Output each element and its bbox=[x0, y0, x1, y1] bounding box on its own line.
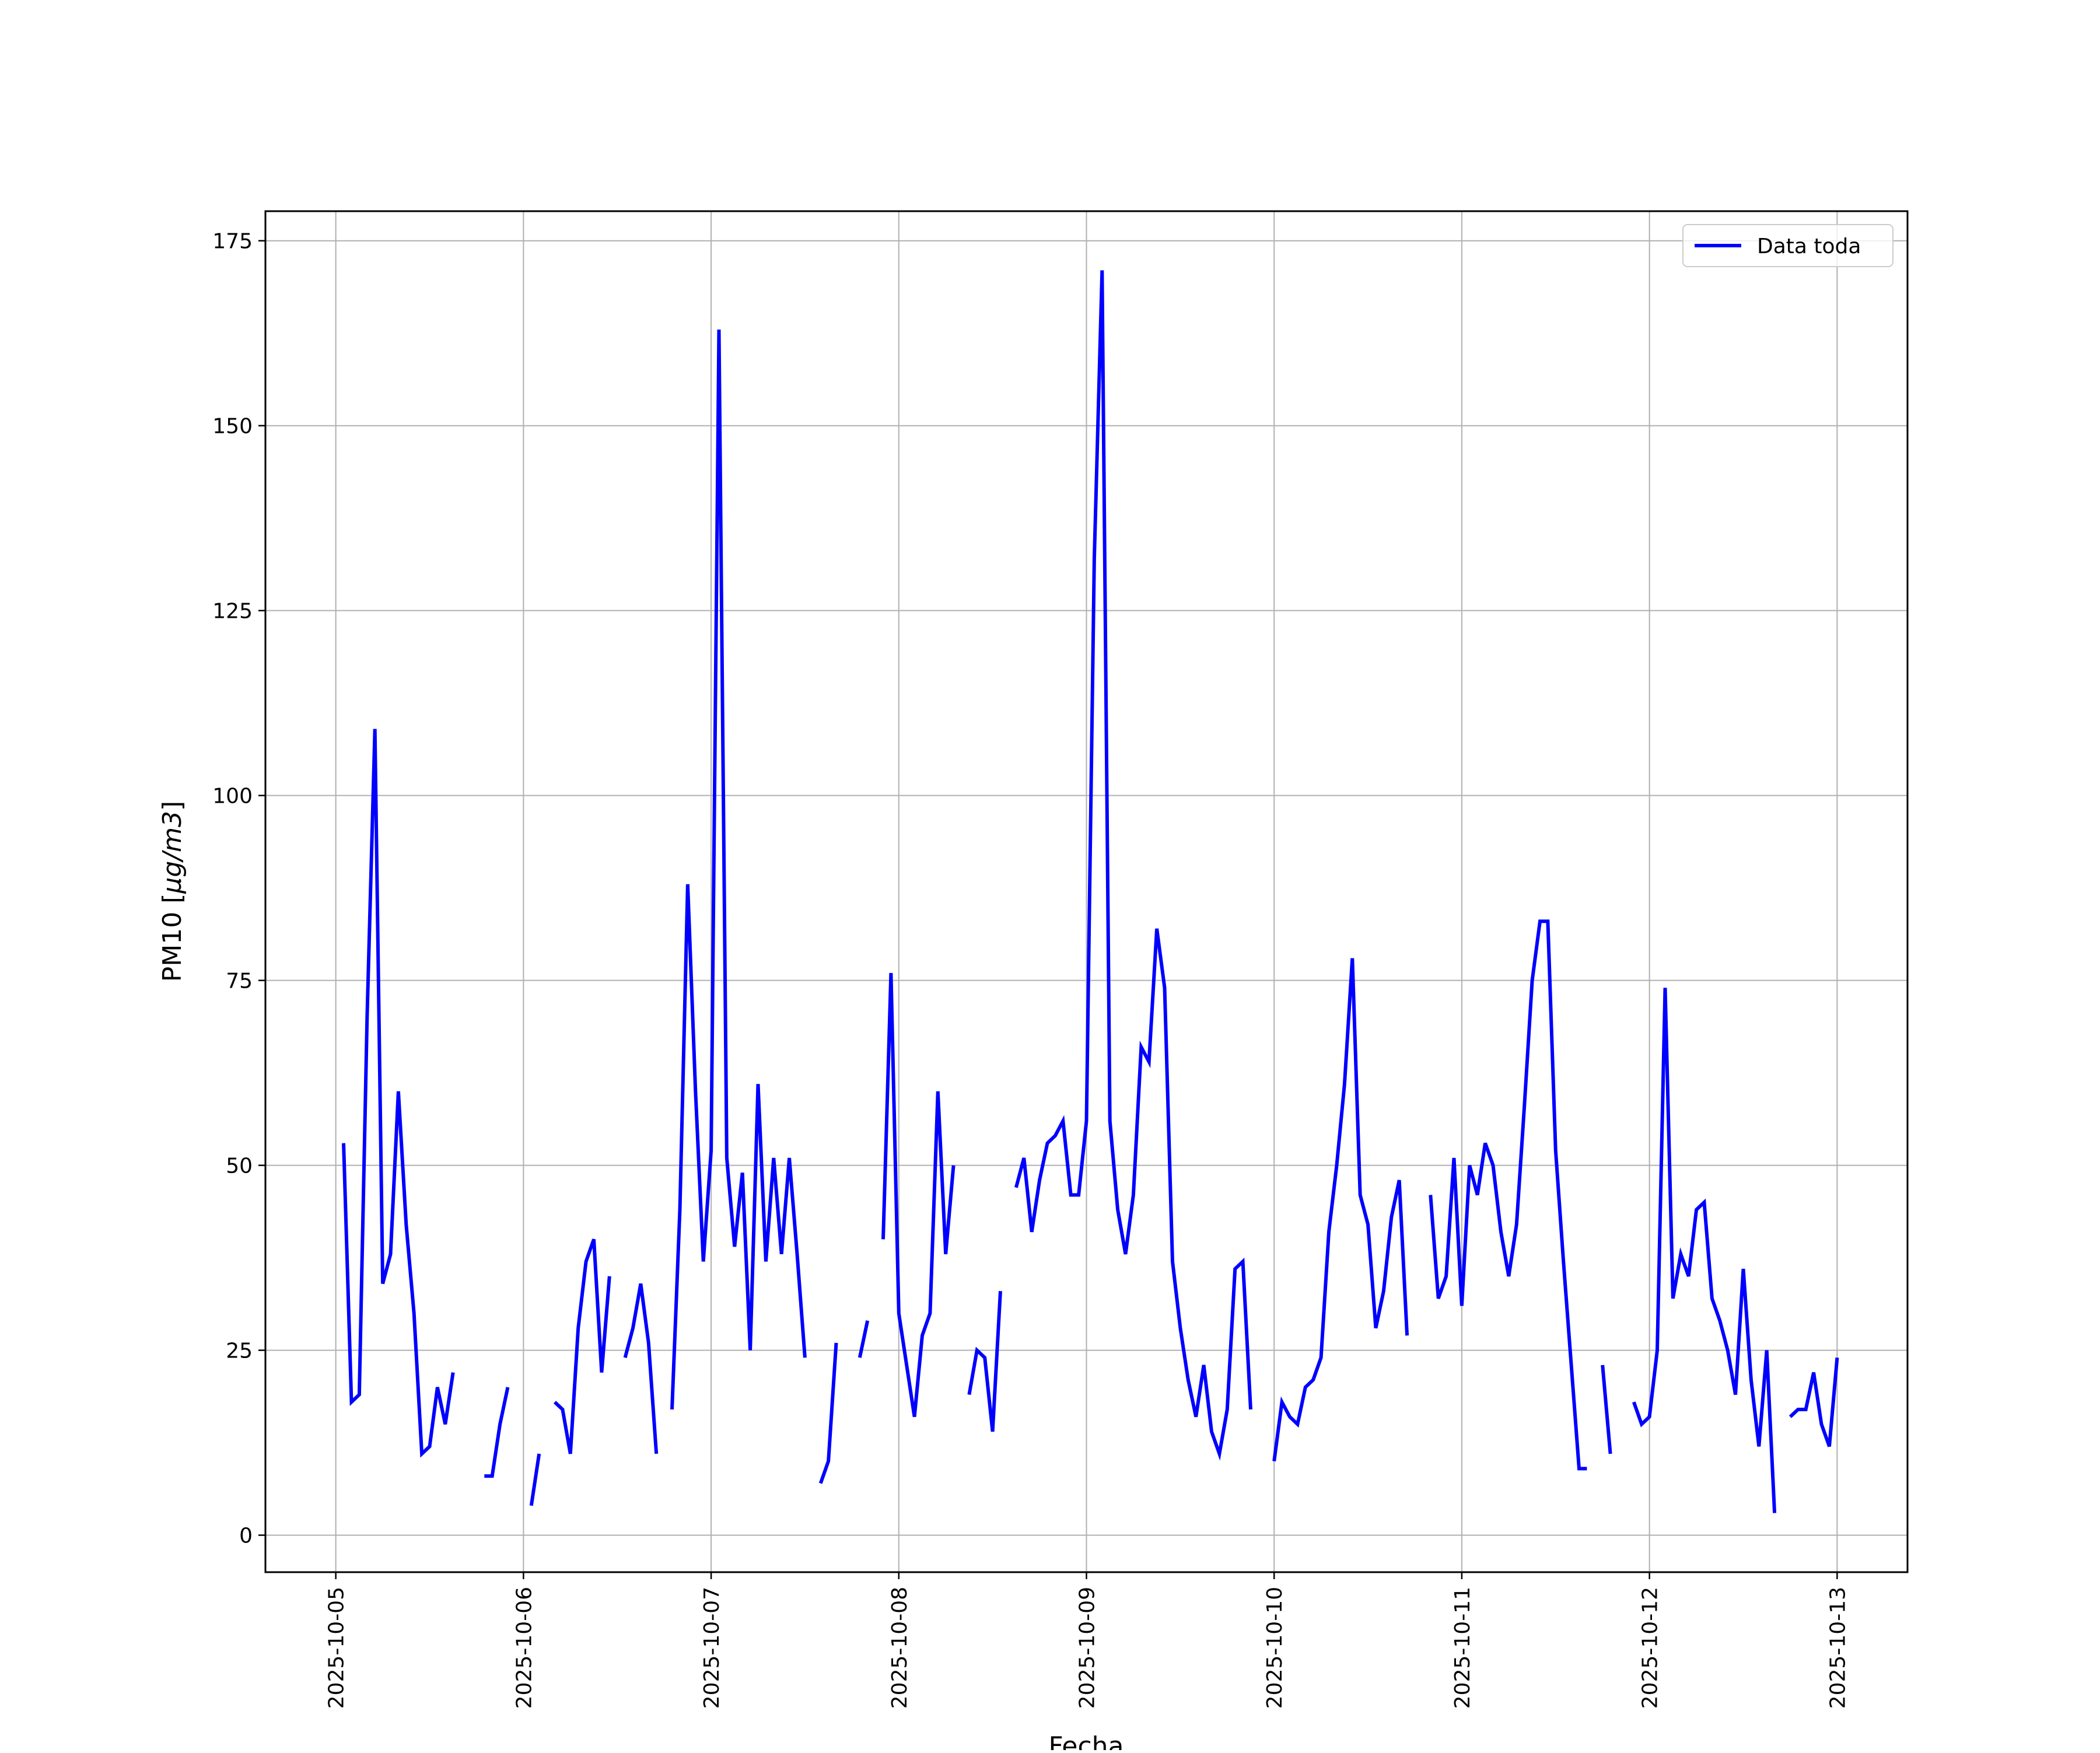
y-tick-label: 100 bbox=[212, 785, 253, 809]
series-line-segment bbox=[670, 329, 807, 1410]
y-tick-label: 50 bbox=[226, 1154, 253, 1178]
series-line-segment bbox=[1272, 958, 1409, 1462]
y-axis-title-unit: μg/m3 bbox=[158, 811, 187, 894]
series-line-segment bbox=[1632, 988, 1777, 1513]
y-axis-title-suffix: ] bbox=[158, 801, 187, 811]
series-line-segment bbox=[858, 1320, 870, 1358]
y-tick-label: 25 bbox=[226, 1339, 253, 1363]
x-tick-label: 2025-10-05 bbox=[325, 1587, 349, 1709]
x-axis-ticks: 2025-10-05 2025-10-06 2025-10-07 2025-10-08… bbox=[325, 1572, 1850, 1709]
series-line-segment bbox=[529, 1453, 541, 1506]
x-tick-label: 2025-10-12 bbox=[1639, 1587, 1662, 1709]
series-line-segment bbox=[1014, 270, 1252, 1461]
y-axis-ticks: 0 25 50 75 100 125 150 175 bbox=[212, 230, 265, 1548]
x-tick-label: 2025-10-09 bbox=[1076, 1587, 1100, 1709]
y-tick-label: 125 bbox=[212, 600, 253, 624]
series-line-segment bbox=[1601, 1364, 1612, 1454]
series-line-segment bbox=[1429, 919, 1587, 1471]
series-lines bbox=[342, 270, 1839, 1513]
x-tick-label: 2025-10-13 bbox=[1826, 1587, 1850, 1709]
x-tick-label: 2025-10-11 bbox=[1451, 1587, 1475, 1709]
series-line-segment bbox=[967, 1291, 1002, 1432]
series-line-segment bbox=[484, 1387, 510, 1478]
y-tick-label: 0 bbox=[239, 1524, 253, 1548]
series-line-segment bbox=[1788, 1357, 1839, 1447]
y-tick-label: 175 bbox=[212, 230, 253, 254]
grid-lines bbox=[265, 211, 1908, 1572]
x-tick-label: 2025-10-08 bbox=[888, 1587, 912, 1709]
series-line-segment bbox=[818, 1342, 838, 1484]
y-axis-title: PM10 [μg/m3] bbox=[158, 801, 187, 982]
y-tick-label: 150 bbox=[212, 415, 253, 439]
legend: Data toda bbox=[1682, 224, 1894, 267]
y-axis-title-prefix: PM10 [ bbox=[158, 894, 187, 982]
x-tick-label: 2025-10-06 bbox=[512, 1587, 536, 1709]
x-tick-label: 2025-10-10 bbox=[1263, 1587, 1287, 1709]
series-line-segment bbox=[342, 729, 455, 1458]
series-line-segment bbox=[553, 1238, 611, 1454]
series-line-segment bbox=[623, 1283, 659, 1454]
y-tick-label: 75 bbox=[226, 970, 253, 993]
series-line-segment bbox=[881, 972, 956, 1418]
x-axis-title: Fecha bbox=[1048, 1731, 1124, 1750]
legend-label: Data toda bbox=[1757, 235, 1861, 258]
legend-box bbox=[1682, 224, 1894, 267]
x-tick-label: 2025-10-07 bbox=[700, 1587, 724, 1709]
